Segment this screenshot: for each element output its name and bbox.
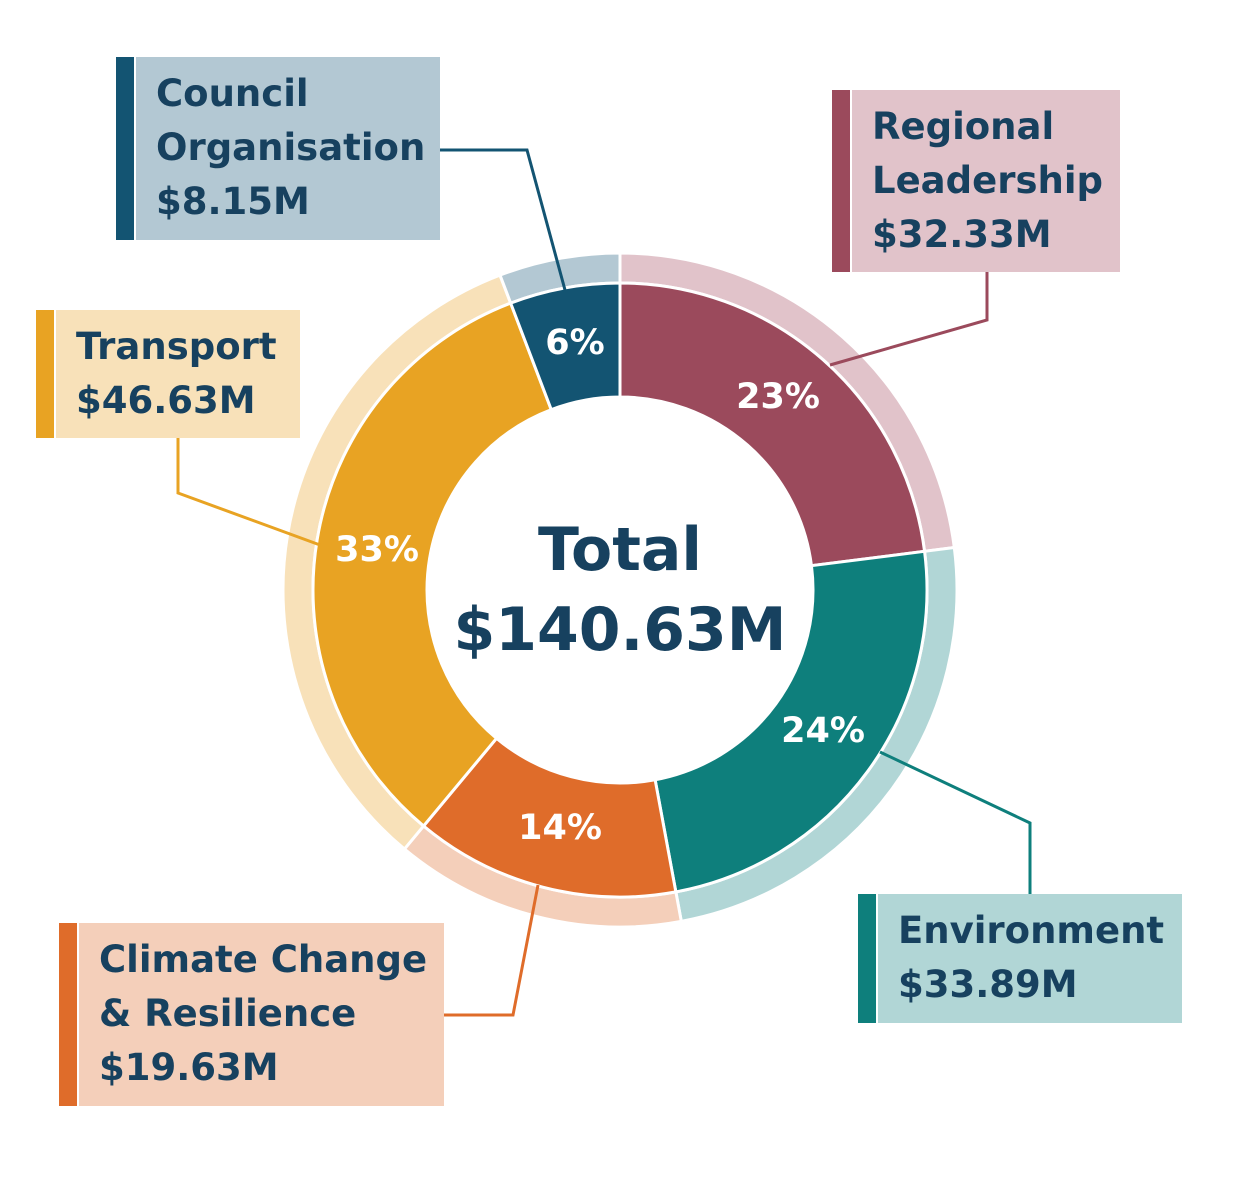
legend-amount: $33.89M <box>898 963 1078 1006</box>
slice-regional-leadership <box>618 281 927 568</box>
connector-council <box>440 148 567 291</box>
legend-environment: Environment $33.89M <box>858 894 1182 1023</box>
legend-name: Environment <box>898 909 1165 952</box>
legend-color-bar <box>832 90 850 272</box>
legend-transport: Transport $46.63M <box>36 310 300 438</box>
legend-amount: $32.33M <box>872 213 1052 256</box>
percent-label-council: 6% <box>545 323 605 363</box>
center-label: Total <box>538 515 702 585</box>
legend-color-bar <box>59 923 77 1106</box>
center-total: Total $140.63M <box>454 510 787 670</box>
percent-label-regional: 23% <box>736 377 820 417</box>
slice-environment <box>653 549 929 894</box>
percent-label-transport: 33% <box>335 530 419 570</box>
percent-label-environment: 24% <box>781 711 865 751</box>
slice-transport <box>311 301 554 829</box>
legend-name: Council Organisation <box>156 72 426 169</box>
connector-environment <box>879 750 1032 894</box>
legend-climate-change: Climate Change & Resilience $19.63M <box>59 923 444 1106</box>
legend-amount: $19.63M <box>99 1046 279 1089</box>
connector-transport <box>176 438 321 547</box>
legend-color-bar <box>858 894 876 1023</box>
legend-regional-leadership: Regional Leadership $32.33M <box>832 90 1120 272</box>
connector-climate <box>444 884 540 1017</box>
legend-name: Regional Leadership <box>872 105 1103 202</box>
legend-amount: $8.15M <box>156 180 310 223</box>
legend-amount: $46.63M <box>76 379 256 422</box>
percent-label-climate: 14% <box>518 808 602 848</box>
center-value: $140.63M <box>453 595 787 665</box>
slice-council-organisation <box>508 281 622 412</box>
legend-council-organisation: Council Organisation $8.15M <box>116 57 440 240</box>
legend-name: Climate Change & Resilience <box>99 938 428 1035</box>
connector-regional-leadership <box>829 272 989 367</box>
legend-color-bar <box>36 310 54 438</box>
legend-color-bar <box>116 57 134 240</box>
legend-name: Transport <box>76 325 277 368</box>
